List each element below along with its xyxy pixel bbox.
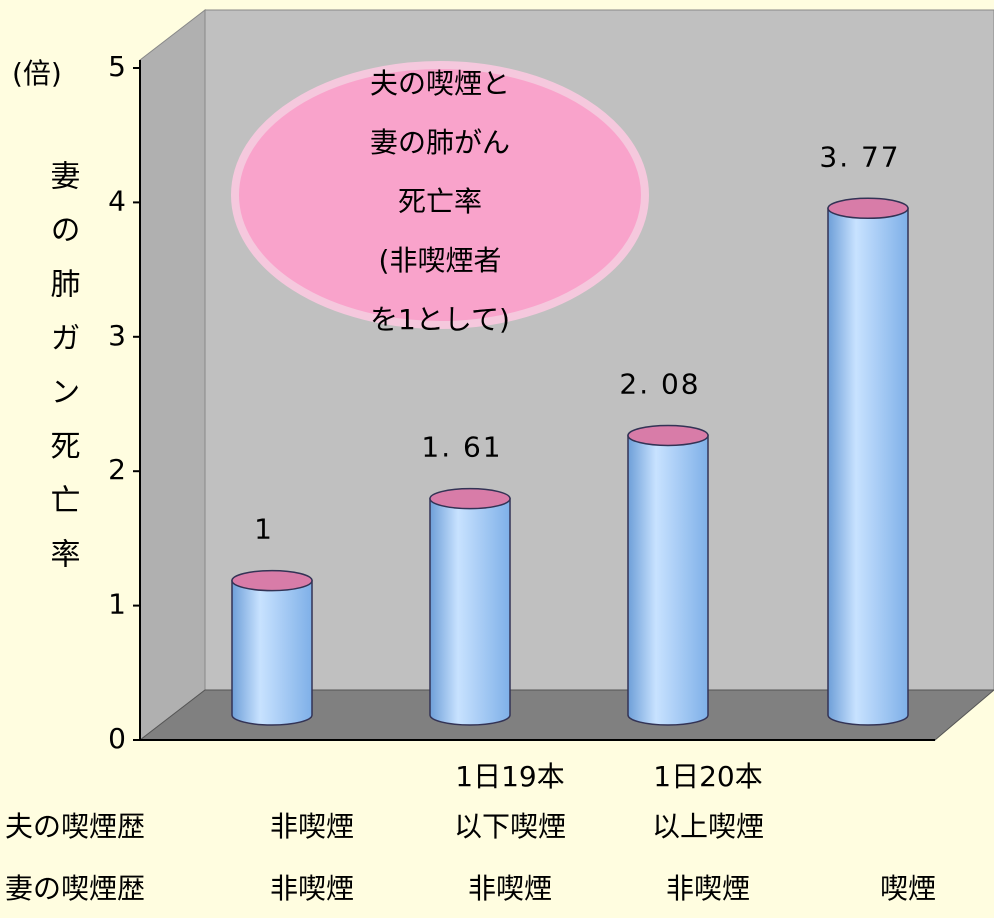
x-tick-label: 以下喫煙: [454, 810, 566, 843]
y-tick-label: 5: [108, 50, 126, 83]
bar-top: [429, 487, 511, 510]
bar-top: [231, 569, 313, 592]
row-label: 夫の喫煙歴: [5, 810, 145, 843]
bar-top: [827, 197, 909, 220]
value-label: 1: [254, 513, 274, 546]
annotation: 妻の肺がん: [370, 126, 510, 159]
x-tick-label: 非喫煙: [468, 872, 552, 905]
bar: [231, 579, 313, 726]
value-label: 1. 61: [421, 431, 502, 464]
value-label: 2. 08: [619, 367, 700, 400]
x-tick-label: 非喫煙: [270, 872, 354, 905]
y-axis-label: 妻の肺ガン死亡率: [45, 160, 81, 592]
annotation: 死亡率: [398, 185, 482, 218]
annotation-bubble: [231, 61, 649, 329]
row-label: 妻の喫煙歴: [5, 872, 145, 905]
annotation: を1として): [370, 303, 510, 336]
x-tick-label: 喫煙: [880, 872, 936, 905]
bar: [627, 434, 709, 726]
y-tick-label: 4: [108, 184, 126, 217]
annotation: 夫の喫煙と: [370, 67, 510, 100]
y-tick-label: 0: [108, 722, 126, 755]
y-tick-label: 3: [108, 319, 126, 352]
x-tick-label: 非喫煙: [666, 872, 750, 905]
y-tick-label: 1: [108, 588, 126, 621]
x-tick-label: 1日20本: [653, 760, 762, 793]
bar: [429, 497, 511, 726]
side-wall: [139, 8, 206, 742]
x-tick-label: 1日19本: [455, 760, 564, 793]
y-unit: (倍): [12, 57, 62, 90]
value-label: 3. 77: [819, 140, 900, 173]
x-tick-label: 非喫煙: [270, 810, 354, 843]
bar-top: [627, 424, 709, 447]
annotation: (非喫煙者: [379, 244, 502, 277]
y-tick-label: 2: [108, 453, 126, 486]
bar: [827, 207, 909, 726]
x-tick-label: 以上喫煙: [652, 810, 764, 843]
